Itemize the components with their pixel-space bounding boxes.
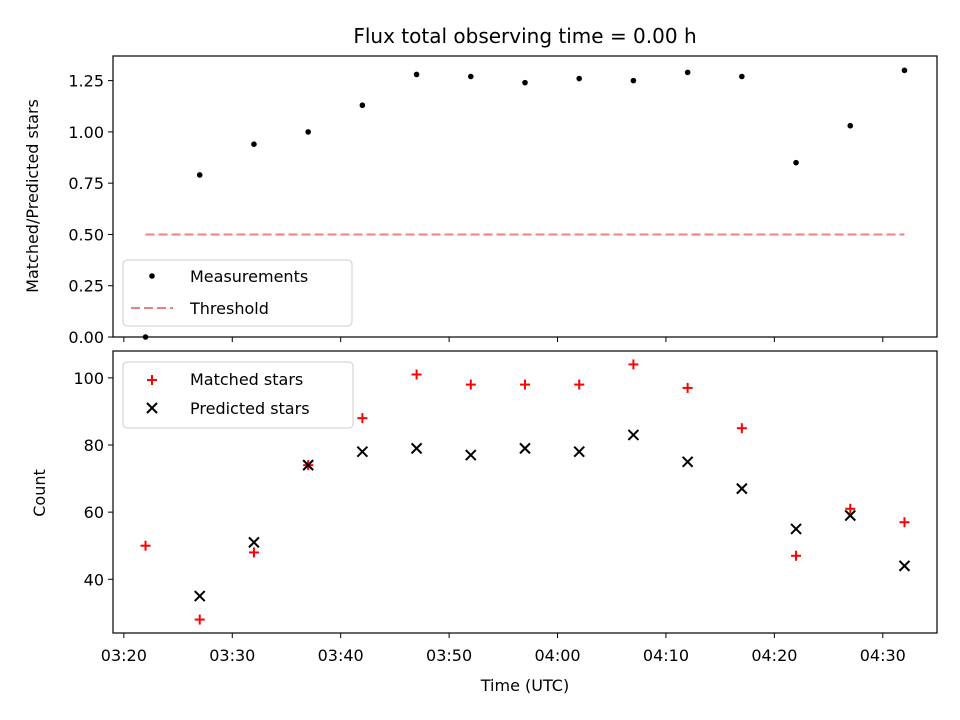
predicted-point — [356, 446, 369, 458]
measurement-point — [251, 141, 257, 147]
count-y-tick-label: 40 — [84, 570, 104, 589]
matched-point — [520, 379, 530, 390]
matched-point — [899, 517, 910, 528]
matched-point — [736, 423, 747, 434]
x-tick-label: 04:30 — [860, 646, 906, 665]
ratio-y-tick-label: 0.75 — [68, 174, 104, 193]
measurement-point — [901, 67, 908, 74]
ratio-y-ticks: 0.00 0.25 0.50 0.75 1.00 1.25 — [68, 72, 113, 347]
predicted-point — [898, 560, 911, 572]
measurement-point — [576, 75, 583, 82]
count-legend: Matched stars Predicted stars — [122, 361, 354, 429]
matched-point — [628, 359, 639, 370]
measurement-point — [305, 129, 311, 135]
count-y-tick-label: 60 — [84, 503, 104, 522]
count-y-ticks: 40 60 80 100 — [73, 369, 113, 589]
x-tick-label: 04:10 — [643, 646, 689, 665]
matched-point — [682, 382, 693, 393]
predicted-point — [790, 523, 802, 535]
ratio-legend-box — [122, 259, 353, 327]
predicted-point — [573, 446, 585, 458]
legend-marker-measurements — [149, 273, 155, 279]
measurement-point — [196, 172, 203, 178]
legend-label-measurements: Measurements — [190, 267, 308, 286]
legend-label-matched: Matched stars — [190, 370, 303, 389]
y-axis-label-ratio: Matched/Predicted stars — [23, 99, 42, 293]
predicted-point — [248, 536, 260, 549]
matched-point — [140, 540, 151, 551]
predicted-point — [410, 442, 423, 455]
count-y-tick-label: 100 — [73, 369, 104, 388]
predicted-point — [736, 482, 748, 495]
matched-point — [194, 614, 205, 625]
measurement-point — [359, 102, 366, 109]
ratio-legend: Measurements Threshold — [122, 259, 353, 327]
ratio-y-tick-label: 0.25 — [68, 277, 104, 296]
ratio-panel: Flux total observing time = 0.00 h Match… — [23, 24, 938, 347]
ratio-y-tick-label: 0.00 — [68, 328, 104, 347]
measurement-point — [413, 71, 420, 78]
matched-point — [845, 503, 856, 514]
predicted-point — [519, 442, 531, 455]
predicted-point — [844, 509, 856, 522]
measurement-point — [684, 69, 691, 76]
matched-point — [574, 379, 585, 390]
ratio-marks — [142, 67, 908, 340]
measurement-point — [739, 73, 745, 80]
measurement-point — [467, 73, 474, 80]
x-tick-label: 04:00 — [534, 646, 580, 665]
ratio-y-tick-label: 0.50 — [68, 225, 104, 244]
matched-point — [465, 379, 476, 390]
count-marks — [140, 359, 911, 625]
predicted-point — [627, 429, 640, 441]
legend-marker-predicted — [146, 402, 158, 414]
ratio-y-tick-label: 1.00 — [68, 123, 104, 142]
ratio-x-ticks — [123, 337, 884, 342]
count-plot-frame — [112, 350, 938, 634]
legend-marker-matched — [147, 375, 157, 385]
legend-label-predicted: Predicted stars — [190, 399, 310, 418]
count-legend-box — [122, 361, 354, 429]
matched-point — [248, 547, 259, 558]
ratio-plot-frame — [112, 55, 938, 338]
x-tick-label: 04:20 — [751, 646, 797, 665]
x-tick-label: 03:20 — [101, 646, 147, 665]
measurement-point — [630, 77, 637, 84]
y-axis-label-count: Count — [30, 469, 49, 517]
predicted-point — [302, 459, 314, 471]
matched-point — [411, 369, 422, 380]
chart-title: Flux total observing time = 0.00 h — [353, 24, 696, 48]
count-x-ticks: 03:20 03:30 03:40 03:50 04:00 04:10 04:20 04:30 — [101, 633, 906, 665]
predicted-point — [194, 590, 206, 602]
x-tick-label: 03:40 — [318, 646, 364, 665]
predicted-point — [465, 449, 477, 461]
x-tick-label: 03:30 — [209, 646, 255, 665]
x-axis-label: Time (UTC) — [480, 676, 569, 695]
x-tick-label: 03:50 — [426, 646, 472, 665]
matched-point — [791, 550, 802, 561]
measurement-point — [793, 159, 799, 166]
matched-point — [357, 413, 368, 424]
count-y-tick-label: 80 — [84, 436, 104, 455]
measurement-point — [847, 122, 854, 129]
predicted-point — [681, 456, 694, 468]
ratio-y-tick-label: 1.25 — [68, 72, 104, 91]
legend-label-threshold: Threshold — [189, 299, 269, 318]
measurement-point — [522, 79, 528, 86]
